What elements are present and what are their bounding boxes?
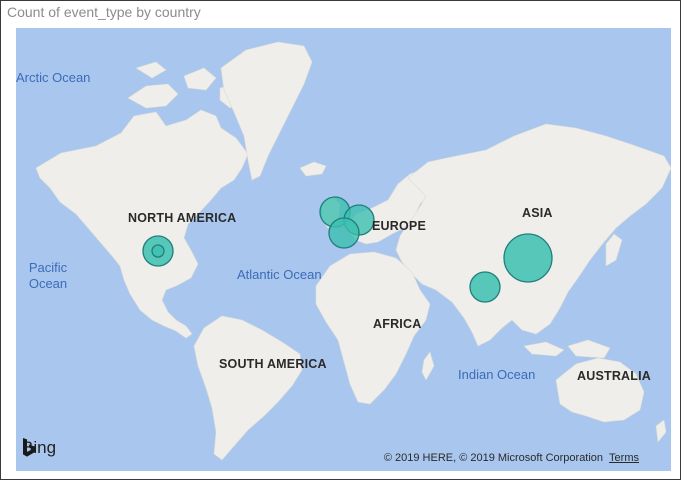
land-iceland: [299, 161, 327, 177]
bubble-layer: [142, 196, 553, 303]
attribution-text: © 2019 HERE, © 2019 Microsoft Corporatio…: [383, 452, 604, 464]
land-australia: [555, 357, 645, 423]
map-attribution: © 2019 HERE, © 2019 Microsoft Corporatio…: [384, 452, 639, 464]
map-canvas[interactable]: Arctic Ocean Pacific Ocean Atlantic Ocea…: [16, 28, 671, 471]
bing-icon: [23, 438, 36, 457]
land-arctic-islands: [127, 61, 245, 109]
terms-link[interactable]: Terms: [609, 452, 639, 464]
land-africa: [315, 251, 431, 405]
land-indonesia: [523, 339, 611, 359]
label-africa: AFRICA: [373, 317, 422, 331]
label-australia: AUSTRALIA: [577, 369, 652, 383]
label-asia: ASIA: [522, 206, 553, 220]
bubble-india[interactable]: [469, 271, 501, 303]
bing-logo: Bing: [22, 438, 56, 458]
bubble-china[interactable]: [503, 233, 553, 283]
label-pacific-ocean: Pacific Ocean: [28, 260, 68, 291]
world-map[interactable]: [16, 28, 671, 471]
label-europe: EUROPE: [372, 219, 426, 233]
land-north-america: [35, 109, 249, 339]
label-indian-ocean: Indian Ocean: [458, 367, 536, 382]
land-madagascar: [421, 351, 435, 381]
land-greenland: [220, 41, 313, 181]
label-north-america: NORTH AMERICA: [128, 211, 237, 225]
bubble-united-states-inner[interactable]: [151, 244, 165, 258]
label-atlantic-ocean: Atlantic Ocean: [237, 267, 322, 282]
label-south-america: SOUTH AMERICA: [219, 357, 327, 371]
bubble-france[interactable]: [328, 217, 360, 249]
land-japan: [605, 233, 623, 267]
label-arctic-ocean: Arctic Ocean: [16, 70, 91, 85]
visual-title: Count of event_type by country: [7, 4, 201, 20]
land-new-zealand: [655, 419, 667, 443]
land-south-america: [193, 315, 303, 461]
